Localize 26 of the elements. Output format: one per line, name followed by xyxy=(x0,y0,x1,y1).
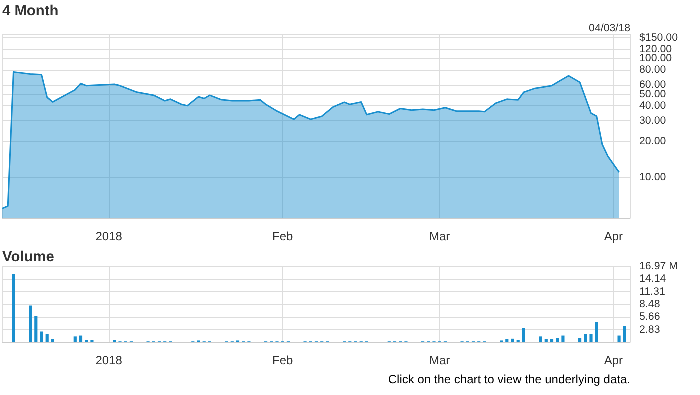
y-tick-label: $150.00 xyxy=(640,32,678,44)
y-tick-label: 14.14 xyxy=(640,273,666,286)
y-tick-label: 120.00 xyxy=(640,43,672,56)
y-tick-label: 5.66 xyxy=(640,311,660,324)
y-tick-label: 2.83 xyxy=(640,324,660,336)
y-tick-label: 20.00 xyxy=(640,136,666,148)
y-tick-label: 10.00 xyxy=(640,171,666,184)
x-tick-label: Feb xyxy=(272,230,294,244)
x-tick-label: Apr xyxy=(604,230,624,244)
x-tick-label: Apr xyxy=(604,354,624,368)
x-tick-label: 2018 xyxy=(96,230,123,244)
y-tick-label: 40.00 xyxy=(640,100,666,112)
text: Click on the chart to view the underlying data. xyxy=(388,372,631,386)
x-tick-label: 2018 xyxy=(96,354,123,368)
y-tick-label: 80.00 xyxy=(640,64,666,76)
chart-title: 4 Month xyxy=(2,4,59,20)
chart-title: Volume xyxy=(2,250,54,266)
annotation: 04/03/18 xyxy=(589,22,631,34)
x-tick-label: Mar xyxy=(430,354,450,368)
x-tick-label: Mar xyxy=(430,230,450,244)
y-tick-label: 100.00 xyxy=(640,52,672,65)
y-tick-label: 11.31 xyxy=(640,286,666,298)
y-tick-label: 16.97 M xyxy=(640,260,678,272)
x-tick-label: Feb xyxy=(272,354,294,368)
y-tick-label: 30.00 xyxy=(640,114,666,127)
y-tick-label: 8.48 xyxy=(640,298,660,311)
